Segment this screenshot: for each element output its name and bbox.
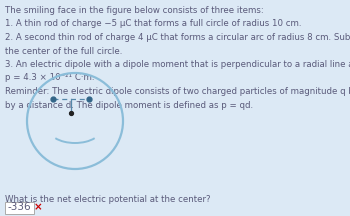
Text: ×: ×: [34, 202, 43, 212]
Text: p = 4.3 × 10⁻²¹ C·m.: p = 4.3 × 10⁻²¹ C·m.: [5, 73, 95, 83]
Text: 1. A thin rod of charge −5 μC that forms a full circle of radius 10 cm.: 1. A thin rod of charge −5 μC that forms…: [5, 19, 301, 29]
Text: 3. An electric dipole with a dipole moment that is perpendicular to a radial lin: 3. An electric dipole with a dipole mome…: [5, 60, 350, 69]
Text: The smiling face in the figure below consists of three items:: The smiling face in the figure below con…: [5, 6, 264, 15]
Text: Reminder: The electric dipole consists of two charged particles of magnitude q b: Reminder: The electric dipole consists o…: [5, 87, 350, 96]
Text: 2. A second thin rod of charge 4 μC that forms a circular arc of radius 8 cm. Su: 2. A second thin rod of charge 4 μC that…: [5, 33, 350, 42]
Text: -336: -336: [7, 202, 31, 212]
FancyBboxPatch shape: [5, 202, 34, 213]
Text: by a distance d. The dipole moment is defined as p = qd.: by a distance d. The dipole moment is de…: [5, 100, 253, 110]
Text: the center of the full circle.: the center of the full circle.: [5, 46, 122, 56]
Text: What is the net electric potential at the center?: What is the net electric potential at th…: [5, 195, 210, 204]
